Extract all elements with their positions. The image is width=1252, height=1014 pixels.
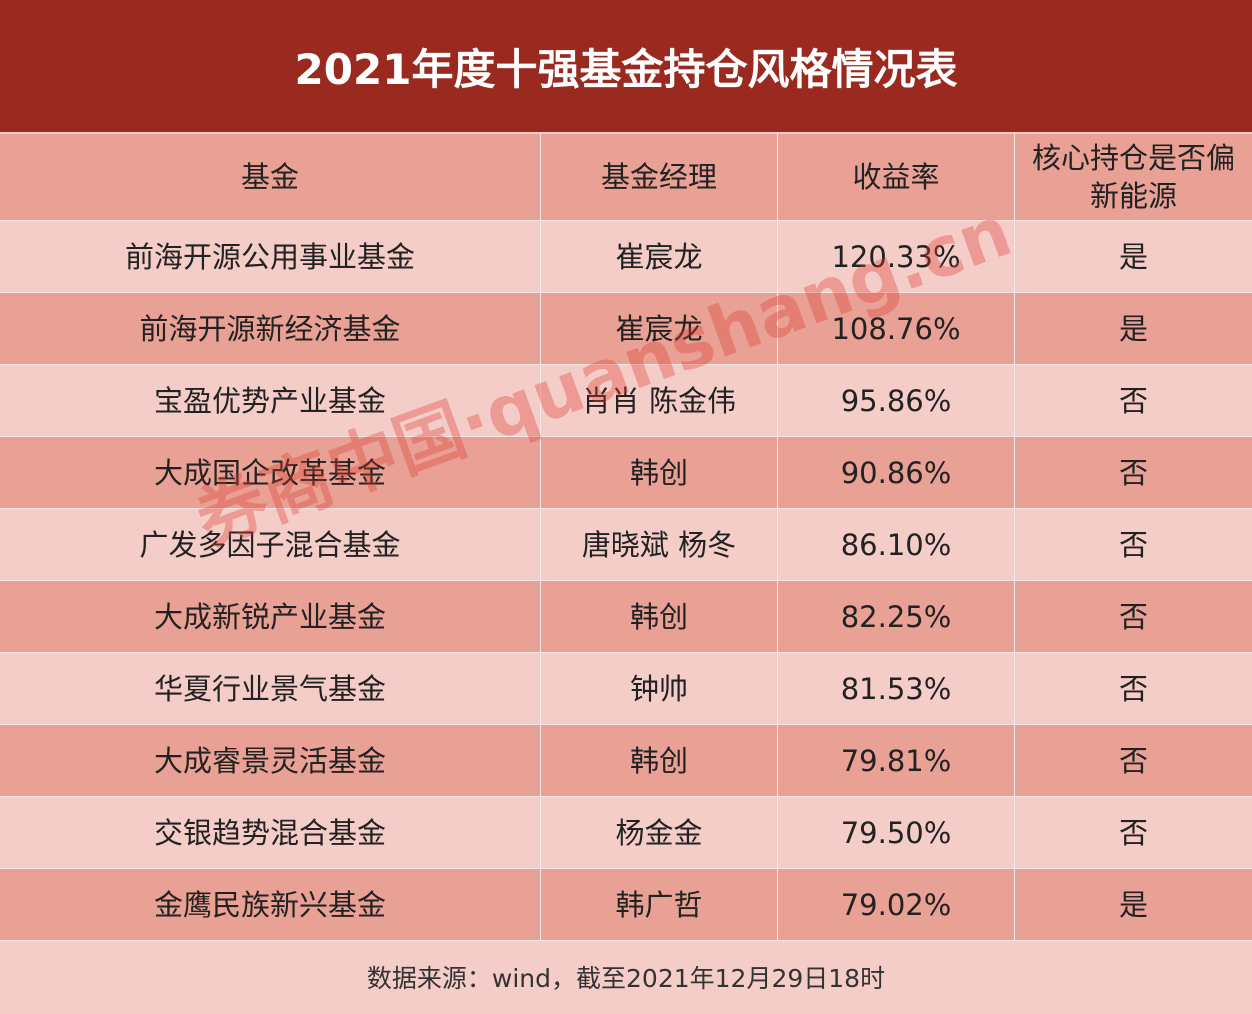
cell: 金鹰民族新兴基金 — [0, 869, 541, 940]
table-row: 大成睿景灵活基金 韩创 79.81% 否 — [0, 725, 1252, 797]
header-cell: 核心持仓是否偏新能源 — [1031, 141, 1235, 213]
cell: 81.53% — [778, 653, 1015, 724]
cell: 95.86% — [778, 365, 1015, 436]
cell: 钟帅 — [541, 653, 778, 724]
cell: 交银趋势混合基金 — [0, 797, 541, 868]
table-row: 金鹰民族新兴基金 韩广哲 79.02% 是 — [0, 869, 1252, 941]
table-row: 交银趋势混合基金 杨金金 79.50% 否 — [0, 797, 1252, 869]
cell: 华夏行业景气基金 — [0, 653, 541, 724]
cell: 韩创 — [541, 437, 778, 508]
cell: 120.33% — [778, 221, 1015, 292]
cell: 79.50% — [778, 797, 1015, 868]
cell: 79.81% — [778, 725, 1015, 796]
cell: 大成新锐产业基金 — [0, 581, 541, 652]
cell: 大成睿景灵活基金 — [0, 725, 541, 796]
cell: 是 — [1118, 239, 1148, 274]
table-row: 前海开源公用事业基金 崔宸龙 120.33% 是 — [0, 221, 1252, 293]
cell: 杨金金 — [541, 797, 778, 868]
cell: 否 — [1118, 527, 1148, 562]
table-row: 华夏行业景气基金 钟帅 81.53% 否 — [0, 653, 1252, 725]
cell: 否 — [1118, 743, 1148, 778]
cell: 是 — [1118, 887, 1148, 922]
cell: 82.25% — [778, 581, 1015, 652]
table-row: 大成国企改革基金 韩创 90.86% 否 — [0, 437, 1252, 509]
footer: 数据来源：wind，截至2021年12月29日18时 — [366, 964, 886, 993]
cell: 前海开源公用事业基金 — [0, 221, 541, 292]
cell: 宝盈优势产业基金 — [0, 365, 541, 436]
header-cell: 基金经理 — [541, 134, 778, 220]
cell: 否 — [1118, 455, 1148, 490]
cell: 广发多因子混合基金 — [0, 509, 541, 580]
title: 2021年度十强基金持仓风格情况表 — [0, 0, 1252, 132]
header-cell: 收益率 — [778, 134, 1015, 220]
cell: 韩创 — [541, 581, 778, 652]
cell: 肖肖 陈金伟 — [541, 365, 778, 436]
cell: 108.76% — [778, 293, 1015, 364]
table-row: 前海开源新经济基金 崔宸龙 108.76% 是 — [0, 293, 1252, 365]
cell: 86.10% — [778, 509, 1015, 580]
header-row: 基金 基金经理 收益率 核心持仓是否偏新能源 — [0, 134, 1252, 221]
table-row: 宝盈优势产业基金 肖肖 陈金伟 95.86% 否 — [0, 365, 1252, 437]
cell: 韩广哲 — [541, 869, 778, 940]
cell: 崔宸龙 — [541, 293, 778, 364]
table-row: 广发多因子混合基金 唐晓斌 杨冬 86.10% 否 — [0, 509, 1252, 581]
header-cell: 基金 — [0, 134, 541, 220]
cell: 是 — [1118, 311, 1148, 346]
cell: 否 — [1118, 671, 1148, 706]
cell: 前海开源新经济基金 — [0, 293, 541, 364]
cell: 大成国企改革基金 — [0, 437, 541, 508]
cell: 韩创 — [541, 725, 778, 796]
cell: 唐晓斌 杨冬 — [541, 509, 778, 580]
cell: 否 — [1118, 383, 1148, 418]
cell: 90.86% — [778, 437, 1015, 508]
cell: 79.02% — [778, 869, 1015, 940]
cell: 否 — [1118, 599, 1148, 634]
table: 基金 基金经理 收益率 核心持仓是否偏新能源 前海开源公用事业基金 崔宸龙 120.33% 是… — [0, 134, 1252, 941]
cell: 否 — [1118, 815, 1148, 850]
cell: 崔宸龙 — [541, 221, 778, 292]
table-row: 大成新锐产业基金 韩创 82.25% 否 — [0, 581, 1252, 653]
